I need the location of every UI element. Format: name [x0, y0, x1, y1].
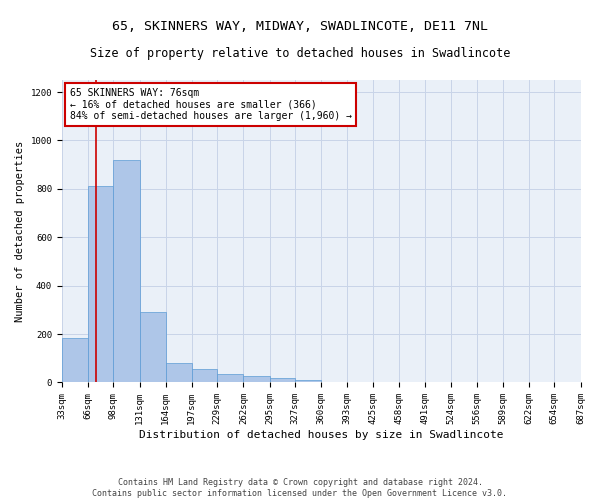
Bar	[113, 160, 140, 382]
Bar	[88, 186, 113, 382]
Bar	[192, 369, 217, 382]
X-axis label: Distribution of detached houses by size in Swadlincote: Distribution of detached houses by size …	[139, 430, 503, 440]
Bar	[166, 363, 192, 382]
Y-axis label: Number of detached properties: Number of detached properties	[15, 140, 25, 322]
Bar	[62, 338, 88, 382]
Bar	[269, 378, 295, 382]
Text: 65 SKINNERS WAY: 76sqm
← 16% of detached houses are smaller (366)
84% of semi-de: 65 SKINNERS WAY: 76sqm ← 16% of detached…	[70, 88, 352, 121]
Text: 65, SKINNERS WAY, MIDWAY, SWADLINCOTE, DE11 7NL: 65, SKINNERS WAY, MIDWAY, SWADLINCOTE, D…	[112, 20, 488, 33]
Bar	[140, 312, 166, 382]
Text: Contains HM Land Registry data © Crown copyright and database right 2024.
Contai: Contains HM Land Registry data © Crown c…	[92, 478, 508, 498]
Bar	[295, 380, 321, 382]
Text: Size of property relative to detached houses in Swadlincote: Size of property relative to detached ho…	[90, 48, 510, 60]
Bar	[217, 374, 244, 382]
Bar	[244, 376, 269, 382]
